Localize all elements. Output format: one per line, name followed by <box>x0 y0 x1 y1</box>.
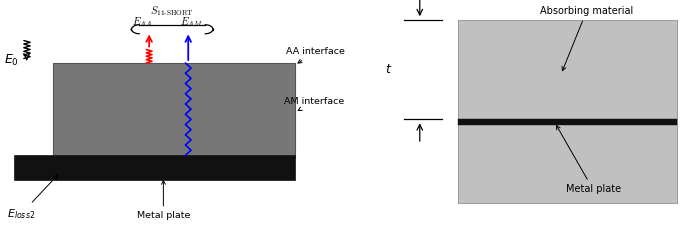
Text: $E_0$: $E_0$ <box>3 53 18 68</box>
Text: Metal plate: Metal plate <box>557 126 621 194</box>
Text: $E_{loss2}$: $E_{loss2}$ <box>7 175 58 221</box>
Text: $E_{AM}$: $E_{AM}$ <box>180 16 203 29</box>
Text: Absorbing material: Absorbing material <box>540 6 633 71</box>
Text: $S_{11\text{-SHORT}}$: $S_{11\text{-SHORT}}$ <box>150 4 194 18</box>
Text: AM interface: AM interface <box>284 97 344 110</box>
Bar <box>458 20 677 124</box>
Bar <box>458 124 677 202</box>
Bar <box>14 155 295 180</box>
Text: $E_{AA}$: $E_{AA}$ <box>132 16 152 29</box>
Text: Metal plate: Metal plate <box>137 180 190 220</box>
Text: AA interface: AA interface <box>285 47 344 63</box>
Text: t: t <box>385 63 390 76</box>
Bar <box>458 119 677 125</box>
Bar <box>53 63 295 158</box>
